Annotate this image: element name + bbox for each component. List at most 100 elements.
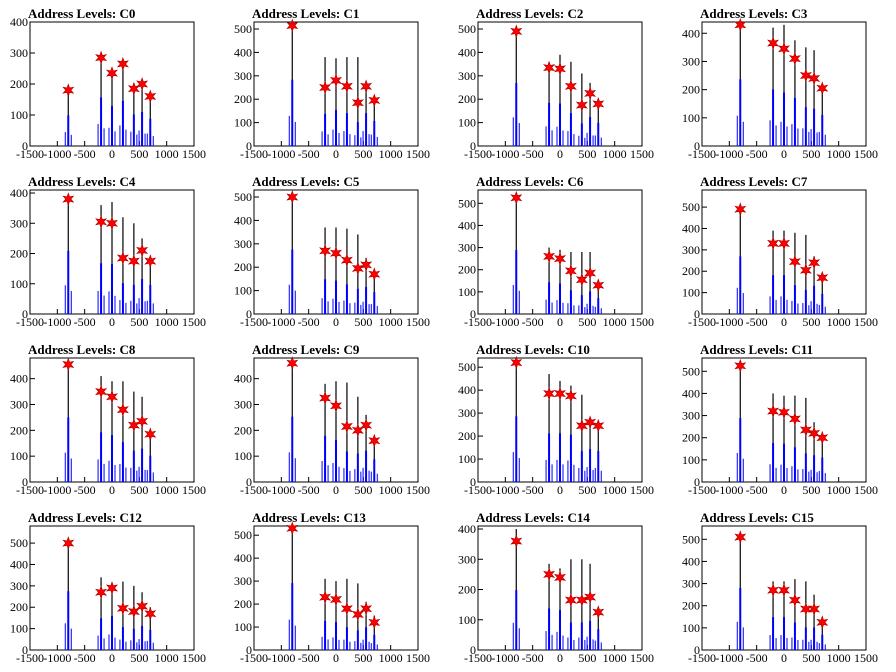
x-tick-label: 500: [130, 651, 148, 665]
peak-marker: [106, 581, 118, 595]
peak-marker: [105, 389, 119, 404]
y-tick-label: 300: [10, 398, 28, 412]
y-tick-label: 400: [682, 554, 700, 568]
y-tick-label: 200: [10, 423, 28, 437]
x-tick-label: 1000: [155, 147, 179, 161]
y-tick-label: 0: [470, 475, 476, 489]
peak-marker: [62, 83, 75, 98]
y-tick-label: 200: [234, 260, 252, 274]
x-tick-label: -1000: [267, 483, 295, 497]
x-tick-label: 1500: [854, 483, 878, 497]
y-tick-label: 200: [458, 92, 476, 106]
x-tick-label: 500: [130, 483, 148, 497]
panel-title: Address Levels: C0: [28, 6, 135, 21]
peak-marker: [584, 415, 597, 430]
panel-c10: Address Levels: C10 0 100 200 300 400 500 -1500…: [458, 342, 654, 497]
x-tick-label: 1500: [854, 315, 878, 329]
panel-c6: Address Levels: C60100200300400500-1500-…: [458, 174, 654, 329]
peak-marker: [329, 246, 343, 261]
x-tick-label: 1000: [379, 483, 403, 497]
x-tick-label: 0: [781, 483, 787, 497]
x-tick-label: 1000: [827, 483, 851, 497]
x-tick-label: -500: [746, 483, 768, 497]
x-tick-label: 0: [333, 315, 339, 329]
peak-marker: [816, 430, 829, 445]
panel-c14: Address Levels: C14 0 100 200 300 400 -1500 -10…: [458, 510, 654, 665]
y-tick-label: 100: [234, 284, 252, 298]
x-tick-label: 1500: [630, 147, 654, 161]
panel-c1: Address Levels: C10100200300400500-1500-…: [234, 6, 430, 161]
panel-c12: Address Levels: C12 0 100 200 300 400 500 -1500…: [10, 510, 206, 665]
x-tick-label: -1500: [16, 147, 44, 161]
peak-marker: [592, 418, 605, 433]
x-tick-label: -1000: [715, 147, 743, 161]
panel-title: Address Levels: C15: [700, 510, 814, 525]
peak-marker: [360, 601, 373, 616]
y-tick-label: 400: [458, 218, 476, 232]
peak-marker: [105, 66, 119, 81]
peak-marker: [510, 355, 523, 370]
x-tick-label: 1500: [854, 147, 878, 161]
panel-c5: Address Levels: C50100200300400500-1500-…: [234, 174, 430, 329]
x-tick-label: -1500: [464, 315, 492, 329]
peak-marker: [127, 604, 140, 619]
peak-marker: [584, 590, 597, 605]
x-tick-label: 1000: [379, 315, 403, 329]
y-tick-label: 300: [234, 69, 252, 83]
peak-marker: [584, 86, 597, 101]
peak-marker: [62, 192, 75, 207]
y-tick-label: 100: [10, 449, 28, 463]
peak-marker: [116, 56, 129, 71]
panel-title: Address Levels: C7: [700, 174, 808, 189]
y-tick-label: 100: [234, 620, 252, 634]
x-tick-label: 500: [802, 315, 820, 329]
x-tick-label: -1500: [240, 651, 268, 665]
peak-marker: [799, 602, 812, 616]
peak-marker: [808, 71, 821, 86]
peak-marker: [734, 358, 747, 373]
x-tick-label: -1500: [688, 483, 716, 497]
y-tick-label: 400: [10, 372, 28, 386]
panel-title: Address Levels: C14: [476, 510, 590, 525]
panel-title: Address Levels: C8: [28, 342, 136, 357]
peak-marker: [351, 423, 364, 438]
peak-marker: [62, 536, 75, 551]
x-tick-label: 0: [333, 483, 339, 497]
peak-marker: [777, 405, 791, 420]
y-tick-label: 100: [234, 116, 252, 130]
peak-marker: [329, 73, 343, 88]
peak-marker: [734, 202, 747, 217]
x-tick-label: 1500: [406, 651, 430, 665]
y-tick-label: 500: [458, 22, 476, 36]
x-tick-label: -1500: [688, 315, 716, 329]
x-tick-label: -1000: [267, 315, 295, 329]
y-tick-label: 200: [682, 599, 700, 613]
y-tick-label: 200: [458, 263, 476, 277]
peak-marker: [136, 414, 149, 429]
y-tick-label: 100: [458, 452, 476, 466]
peak-marker: [351, 261, 364, 276]
peak-marker: [592, 96, 605, 111]
x-tick-label: 1500: [630, 483, 654, 497]
x-tick-label: -500: [522, 147, 544, 161]
y-tick-label: 100: [458, 116, 476, 130]
peak-marker: [144, 427, 157, 442]
x-tick-label: -1000: [43, 315, 71, 329]
x-tick-label: 1000: [155, 315, 179, 329]
x-tick-label: -500: [74, 315, 96, 329]
x-tick-label: 0: [781, 315, 787, 329]
peak-marker: [788, 411, 801, 426]
peak-marker: [116, 251, 129, 265]
y-tick-label: 100: [10, 108, 28, 122]
y-tick-label: 500: [458, 360, 476, 374]
panel-title: Address Levels: C9: [252, 342, 360, 357]
y-tick-label: 200: [10, 247, 28, 261]
peak-marker: [799, 68, 812, 83]
peak-marker: [816, 270, 829, 285]
peak-marker: [95, 214, 108, 229]
panel-title: Address Levels: C12: [28, 510, 142, 525]
peak-marker: [136, 77, 149, 91]
y-tick-label: 0: [694, 139, 700, 153]
panel-title: Address Levels: C11: [700, 342, 813, 357]
